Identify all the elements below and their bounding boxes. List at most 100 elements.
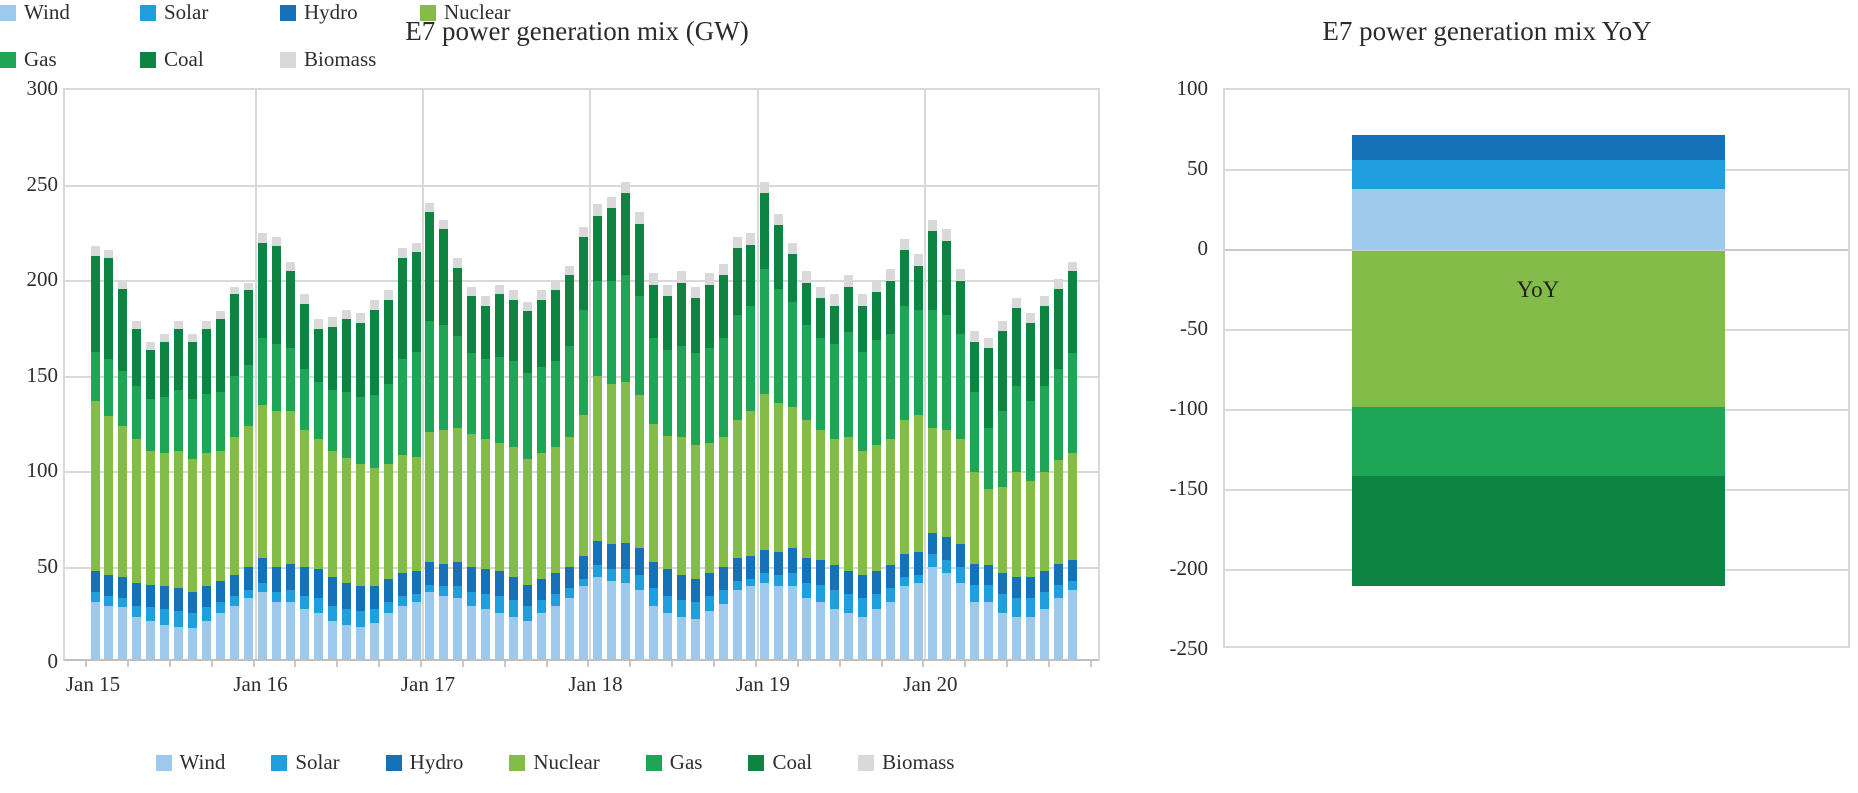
bar-segment-solar — [467, 592, 477, 606]
x-axis-tick — [503, 661, 506, 667]
bar-segment-coal — [523, 311, 533, 373]
bar-segment-gas — [774, 288, 784, 404]
bar-segment-hydro — [983, 565, 993, 585]
bar-segment-gas — [900, 305, 909, 421]
bar-segment-nuclear — [858, 450, 868, 575]
bar-segment-coal — [579, 236, 588, 310]
bar-segment-gas — [551, 361, 561, 448]
bar-segment-gas — [327, 389, 337, 451]
stacked-bar — [257, 233, 267, 659]
bar-segment-hydro — [704, 573, 714, 596]
bar-segment-hydro — [537, 578, 547, 600]
x-axis-tick — [378, 661, 381, 667]
bar-segment-wind — [104, 605, 114, 659]
bar-segment-solar — [816, 584, 826, 602]
stacked-bar — [900, 238, 909, 659]
bar-segment-hydro — [202, 586, 212, 608]
bar-segment-nuclear — [844, 437, 854, 572]
bar-segment-wind — [271, 601, 281, 659]
bar-segment-hydro — [941, 536, 951, 560]
bar-segment-nuclear — [704, 443, 714, 574]
bar-segment-biomass — [955, 269, 965, 281]
bar-segment-solar — [788, 573, 798, 587]
bar-segment-wind — [969, 601, 979, 659]
bar-segment-gas — [257, 338, 267, 405]
bar-segment-coal — [648, 284, 658, 339]
bar-segment-wind — [132, 616, 142, 659]
bar-segment-solar — [299, 595, 309, 610]
bar-segment-gas — [174, 389, 184, 451]
bar-segment-biomass — [941, 229, 951, 241]
yoy-bar-segment-nuclear — [1352, 250, 1725, 407]
x-axis-tick — [754, 661, 757, 667]
stacked-bar — [523, 301, 533, 659]
bar-segment-wind — [1011, 616, 1021, 659]
bar-segment-solar — [188, 613, 198, 629]
bar-segment-gas — [230, 376, 240, 438]
bar-segment-biomass — [760, 181, 770, 194]
bar-segment-solar — [509, 599, 519, 617]
bar-segment-coal — [118, 288, 128, 371]
bar-segment-hydro — [648, 561, 658, 589]
bar-segment-coal — [397, 257, 407, 360]
bar-segment-biomass — [676, 271, 686, 283]
bar-segment-wind — [872, 609, 882, 659]
bar-segment-wind — [327, 620, 337, 659]
bar-segment-hydro — [132, 582, 142, 606]
bar-segment-coal — [592, 215, 602, 281]
bar-segment-hydro — [1053, 563, 1063, 585]
bar-segment-nuclear — [216, 450, 226, 581]
bar-segment-hydro — [216, 580, 226, 602]
bar-segment-wind — [997, 613, 1007, 659]
bar-segment-coal — [1067, 271, 1077, 354]
bar-segment-coal — [509, 299, 519, 362]
bar-segment-hydro — [760, 550, 770, 574]
bar-segment-solar — [104, 595, 114, 606]
bar-segment-wind — [565, 597, 575, 659]
bar-segment-solar — [174, 611, 184, 627]
bar-segment-hydro — [620, 542, 630, 570]
bar-segment-gas — [537, 366, 547, 453]
bar-segment-biomass — [523, 301, 533, 312]
bar-segment-solar — [369, 609, 379, 623]
bar-segment-wind — [900, 586, 909, 659]
bar-segment-biomass — [327, 317, 337, 327]
year-gridline — [589, 90, 592, 659]
bar-segment-solar — [160, 609, 170, 625]
bar-segment-nuclear — [648, 424, 658, 562]
bar-segment-gas — [969, 391, 979, 472]
bar-segment-gas — [495, 357, 505, 444]
bar-segment-hydro — [425, 561, 435, 585]
wind-swatch-icon — [155, 754, 172, 771]
bar-segment-solar — [397, 595, 407, 606]
legend-item-solar: Solar — [140, 0, 280, 25]
bar-segment-hydro — [369, 586, 379, 610]
bar-segment-coal — [132, 328, 142, 386]
bar-segment-wind — [941, 573, 951, 659]
wind-swatch-icon — [0, 4, 16, 21]
bar-segment-nuclear — [900, 420, 909, 554]
bar-segment-wind — [1053, 597, 1063, 659]
bar-segment-biomass — [271, 236, 281, 247]
biomass-swatch-icon — [858, 754, 875, 771]
bar-segment-wind — [606, 580, 616, 659]
bar-segment-solar — [411, 594, 421, 602]
bar-segment-gas — [802, 324, 812, 421]
bar-segment-wind — [313, 613, 323, 659]
bar-segment-coal — [299, 303, 309, 369]
legend-label: Nuclear — [444, 0, 511, 24]
bar-segment-biomass — [690, 286, 700, 299]
gas-swatch-icon — [0, 51, 16, 68]
bar-segment-biomass — [927, 219, 937, 232]
bar-segment-gas — [1011, 385, 1021, 472]
bar-segment-nuclear — [327, 450, 337, 577]
bar-segment-nuclear — [1011, 471, 1021, 577]
stacked-bar — [495, 284, 505, 659]
bar-segment-hydro — [844, 571, 854, 595]
stacked-bar — [941, 229, 951, 659]
stacked-bar — [174, 321, 184, 659]
bar-segment-gas — [634, 296, 644, 396]
x-axis-tick — [1089, 661, 1092, 667]
legend-item-wind: Wind — [155, 750, 225, 775]
